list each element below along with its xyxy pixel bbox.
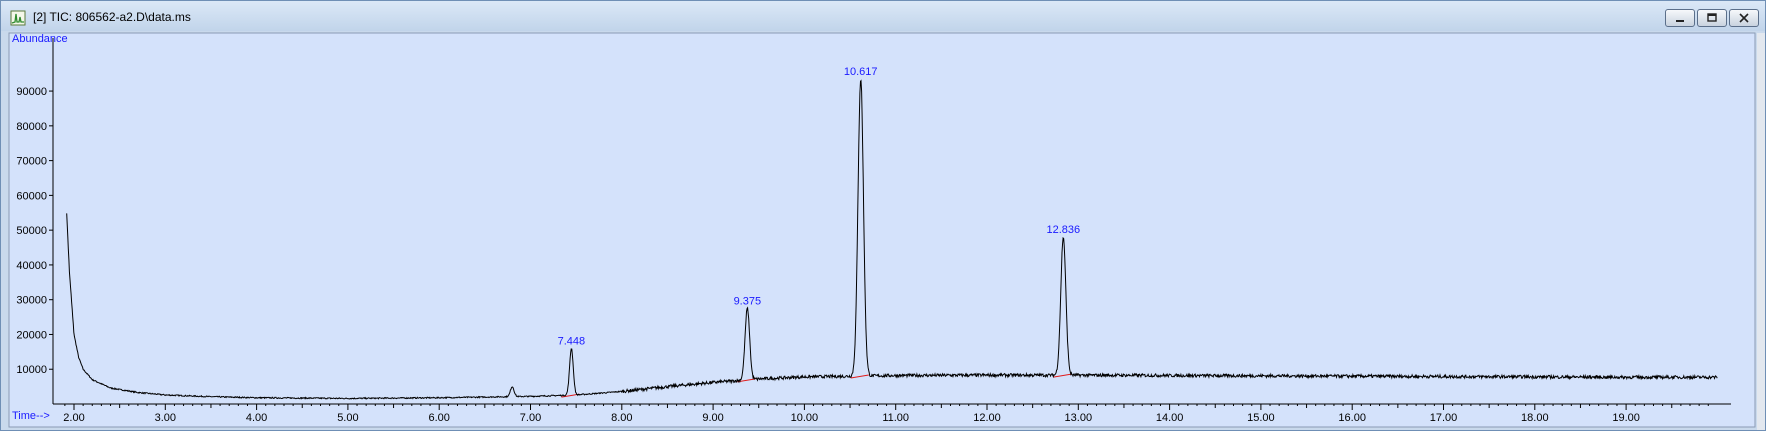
close-button[interactable]: [1729, 9, 1759, 27]
x-tick-label: 13.00: [1065, 412, 1093, 424]
tic-chromatogram: 10000 20000 30000 40000 50000 60000 70000 80000…: [8, 32, 1756, 428]
plot-area: [8, 32, 1756, 428]
x-tick-label: 4.00: [246, 412, 267, 424]
x-tick-label: 15.00: [1247, 412, 1275, 424]
x-tick-label: 2.00: [63, 412, 84, 424]
maximize-icon: [1707, 13, 1717, 22]
peak-label-group: 7.448 9.375 10.617 12.836: [558, 66, 1081, 347]
chromatogram-icon: [10, 10, 26, 26]
x-tick-label: 19.00: [1612, 412, 1640, 424]
maximize-button[interactable]: [1697, 9, 1727, 27]
y-tick-label: 90000: [16, 86, 47, 98]
y-tick-label: 50000: [16, 225, 47, 237]
minimize-icon: [1676, 20, 1684, 22]
y-tick-label: 10000: [16, 364, 47, 376]
peak-label: 7.448: [558, 335, 586, 347]
window-title: [2] TIC: 806562-a2.D\data.ms: [33, 10, 191, 24]
x-tick-group: 2.00 3.00 4.00 5.00 6.00 7.00 8.00 9.00 10.00 11.…: [63, 404, 1709, 424]
x-tick-label: 10.00: [791, 412, 819, 424]
x-tick-label: 18.00: [1521, 412, 1549, 424]
x-tick-label: 6.00: [428, 412, 449, 424]
x-tick-label: 9.00: [702, 412, 723, 424]
close-icon: [1739, 13, 1749, 23]
y-tick-group: 10000 20000 30000 40000 50000 60000 70000 80000…: [16, 86, 53, 376]
y-tick-label: 40000: [16, 260, 47, 272]
x-tick-label: 8.00: [611, 412, 632, 424]
x-tick-label: 16.00: [1338, 412, 1366, 424]
peak-label: 9.375: [734, 295, 762, 307]
integration-marker: [850, 374, 869, 379]
x-tick-label: 17.00: [1430, 412, 1458, 424]
peak-label: 10.617: [844, 66, 878, 78]
y-tick-label: 30000: [16, 295, 47, 307]
x-tick-label: 11.00: [882, 412, 909, 424]
y-tick-label: 70000: [16, 156, 47, 168]
y-tick-label: 60000: [16, 190, 47, 202]
minimize-button[interactable]: [1665, 9, 1695, 27]
x-tick-label: 5.00: [337, 412, 358, 424]
tic-trace: [66, 79, 1718, 400]
y-tick-label: 20000: [16, 329, 47, 341]
x-tick-label: 7.00: [520, 412, 541, 424]
y-axis-label: Abundance: [12, 33, 68, 45]
x-axis-label: Time-->: [12, 410, 50, 422]
vertical-scrollbar[interactable]: [1757, 33, 1765, 430]
x-tick-label: 3.00: [155, 412, 176, 424]
y-tick-label: 80000: [16, 121, 47, 133]
integration-marker: [1053, 373, 1072, 378]
title-bar[interactable]: [2] TIC: 806562-a2.D\data.ms: [1, 1, 1765, 31]
peak-label: 12.836: [1046, 224, 1080, 236]
x-tick-label: 14.00: [1156, 412, 1184, 424]
x-tick-label: 12.00: [973, 412, 1001, 424]
